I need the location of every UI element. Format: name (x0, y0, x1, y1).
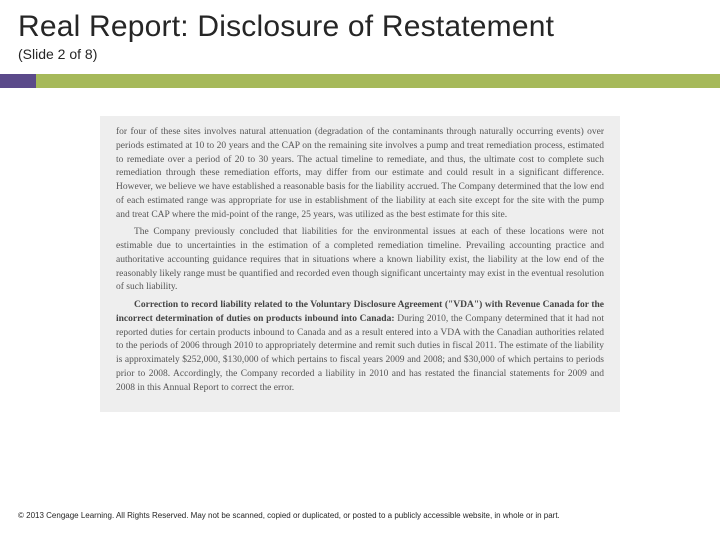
slide-subtitle: (Slide 2 of 8) (18, 46, 702, 62)
divider-stripe (0, 74, 720, 88)
document-paragraph: Correction to record liability related t… (116, 299, 604, 395)
stripe-main (36, 74, 720, 88)
document-text-run: During 2010, the Company determined that… (116, 314, 604, 393)
copyright-text: © 2013 Cengage Learning. All Rights Rese… (18, 511, 702, 520)
stripe-accent (0, 74, 36, 88)
document-paragraph: for four of these sites involves natural… (116, 126, 604, 222)
document-paragraph: The Company previously concluded that li… (116, 226, 604, 295)
content-area: for four of these sites involves natural… (0, 88, 720, 412)
document-text-run: for four of these sites involves natural… (116, 127, 604, 220)
slide-title: Real Report: Disclosure of Restatement (18, 10, 702, 44)
scanned-document: for four of these sites involves natural… (100, 116, 620, 412)
slide-header: Real Report: Disclosure of Restatement (… (0, 0, 720, 68)
document-text-run: The Company previously concluded that li… (116, 227, 604, 292)
